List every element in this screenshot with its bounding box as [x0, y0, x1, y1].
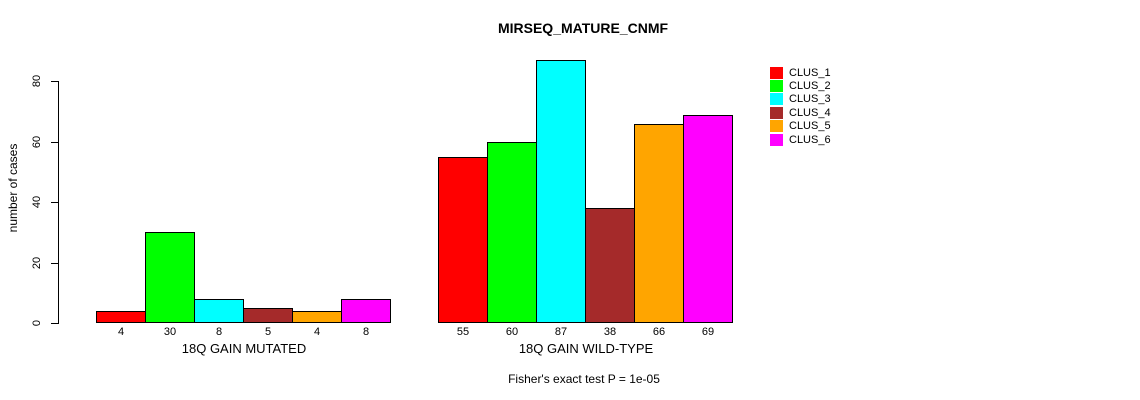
- annotation-fisher-test: Fisher's exact test P = 1e-05: [508, 372, 660, 386]
- y-axis-line: [58, 81, 59, 324]
- y-axis-tick-label: 80: [31, 74, 43, 88]
- legend-label: CLUS_6: [789, 133, 831, 146]
- bar-clus-6: [341, 299, 391, 323]
- legend-swatch-icon: [770, 106, 783, 119]
- legend-item-clus-5: CLUS_5: [770, 120, 831, 133]
- bar-clus-5: [634, 124, 684, 323]
- y-axis-tick-label: 20: [31, 256, 43, 270]
- bar-value-label: 8: [215, 326, 223, 338]
- legend-swatch-icon: [770, 120, 783, 133]
- legend-swatch-icon: [770, 66, 783, 79]
- bar-value-label: 4: [313, 326, 321, 338]
- bar-clus-2: [487, 142, 537, 323]
- category-label-18q-gain-mutated: 18Q GAIN MUTATED: [181, 341, 307, 356]
- y-axis-tick-label: 60: [31, 135, 43, 149]
- legend-label: CLUS_5: [789, 120, 831, 133]
- legend-label: CLUS_3: [789, 93, 831, 106]
- bar-clus-1: [438, 157, 488, 323]
- bar-value-label: 69: [701, 326, 715, 338]
- legend-item-clus-1: CLUS_1: [770, 66, 831, 79]
- legend-item-clus-6: CLUS_6: [770, 133, 831, 146]
- bar-clus-4: [585, 208, 635, 323]
- y-axis-label: number of cases: [6, 143, 20, 233]
- legend-label: CLUS_2: [789, 80, 831, 93]
- bar-value-label: 5: [264, 326, 272, 338]
- y-axis-tick: [51, 323, 58, 324]
- legend-item-clus-3: CLUS_3: [770, 93, 831, 106]
- bar-value-label: 8: [362, 326, 370, 338]
- y-axis-tick: [51, 263, 58, 264]
- y-axis-tick-label: 40: [31, 195, 43, 209]
- y-axis-tick: [51, 142, 58, 143]
- legend: CLUS_1 CLUS_2 CLUS_3 CLUS_4 CLUS_5 CLUS_6: [770, 66, 831, 146]
- legend-swatch-icon: [770, 93, 783, 106]
- y-axis-tick-label: 0: [31, 319, 43, 327]
- bar-value-label: 38: [603, 326, 617, 338]
- legend-label: CLUS_4: [789, 106, 831, 119]
- bar-clus-2: [145, 232, 195, 323]
- bar-value-label: 66: [652, 326, 666, 338]
- y-axis-tick: [51, 81, 58, 82]
- bar-clus-3: [194, 299, 244, 323]
- category-label-18q-gain-wild-type: 18Q GAIN WILD-TYPE: [518, 341, 654, 356]
- legend-swatch-icon: [770, 133, 783, 146]
- bar-value-label: 87: [554, 326, 568, 338]
- bar-clus-5: [292, 311, 342, 323]
- bar-value-label: 30: [163, 326, 177, 338]
- legend-item-clus-4: CLUS_4: [770, 106, 831, 119]
- legend-label: CLUS_1: [789, 66, 831, 79]
- bar-clus-6: [683, 115, 733, 323]
- y-axis-tick: [51, 202, 58, 203]
- bar-value-label: 4: [117, 326, 125, 338]
- legend-item-clus-2: CLUS_2: [770, 79, 831, 93]
- bar-clus-1: [96, 311, 146, 323]
- legend-swatch-icon: [770, 80, 783, 93]
- bar-clus-3: [536, 60, 586, 323]
- chart-title: MIRSEQ_MATURE_CNMF: [497, 20, 669, 36]
- bar-value-label: 60: [505, 326, 519, 338]
- bar-clus-4: [243, 308, 293, 323]
- bar-value-label: 55: [456, 326, 470, 338]
